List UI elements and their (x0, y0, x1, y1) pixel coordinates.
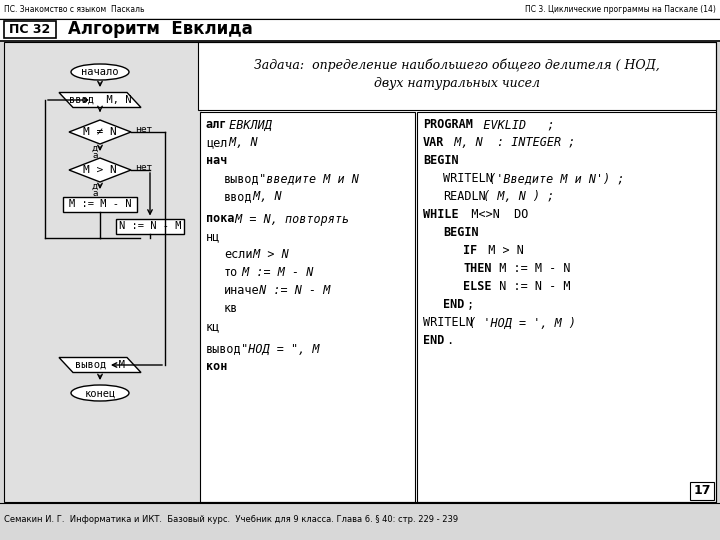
Text: N := N - M: N := N - M (485, 280, 570, 294)
FancyBboxPatch shape (4, 42, 202, 502)
FancyBboxPatch shape (63, 197, 137, 212)
Text: ввод: ввод (224, 191, 253, 204)
Text: вывод  М: вывод М (75, 360, 125, 370)
Text: BEGIN: BEGIN (423, 154, 459, 167)
Text: READLN: READLN (443, 191, 486, 204)
FancyBboxPatch shape (0, 19, 720, 40)
Text: PROGRAM: PROGRAM (423, 118, 473, 132)
Text: д: д (92, 181, 98, 191)
Text: М ≠ N: М ≠ N (83, 127, 117, 137)
Text: BEGIN: BEGIN (443, 226, 479, 240)
Text: N := N - M: N := N - M (119, 221, 181, 231)
Text: EVKLID   ;: EVKLID ; (462, 118, 554, 132)
Text: конец: конец (84, 388, 116, 398)
Text: если: если (224, 248, 253, 261)
Text: WRITELN: WRITELN (443, 172, 493, 186)
Text: THEN: THEN (463, 262, 492, 275)
Polygon shape (69, 120, 131, 144)
Text: д: д (92, 144, 98, 152)
Text: ( М, N ) ;: ( М, N ) ; (476, 191, 554, 204)
Text: двух натуральных чисел: двух натуральных чисел (374, 77, 540, 90)
Text: кон: кон (206, 361, 228, 374)
Text: М > N: М > N (474, 245, 524, 258)
Text: нач: нач (206, 154, 228, 167)
Polygon shape (59, 357, 141, 373)
Polygon shape (69, 158, 131, 182)
Text: вывод: вывод (224, 172, 260, 186)
Text: ПС. Знакомство с языком  Паскаль: ПС. Знакомство с языком Паскаль (4, 4, 145, 14)
Text: кв: кв (224, 302, 238, 315)
Text: М, N: М, N (246, 191, 282, 204)
Text: цел: цел (206, 137, 228, 150)
Text: WHILE: WHILE (423, 208, 459, 221)
Text: М := М - N: М := М - N (235, 267, 313, 280)
FancyBboxPatch shape (4, 42, 716, 502)
Text: "введите М и N: "введите М и N (251, 172, 359, 186)
Text: М, N  : INTEGER ;: М, N : INTEGER ; (439, 137, 575, 150)
Text: .: . (439, 334, 454, 348)
Text: ЕВКЛИД: ЕВКЛИД (222, 118, 272, 132)
Text: М > N: М > N (83, 165, 117, 175)
Text: М := M - N: М := M - N (68, 199, 131, 209)
Text: иначе: иначе (224, 285, 260, 298)
Text: END: END (423, 334, 444, 348)
FancyBboxPatch shape (4, 42, 716, 502)
Text: пока: пока (206, 213, 235, 226)
Text: ('Введите М и N') ;: ('Введите М и N') ; (482, 172, 624, 186)
Text: кц: кц (206, 321, 220, 334)
FancyBboxPatch shape (200, 112, 415, 502)
Text: ввод  М, N: ввод М, N (68, 95, 131, 105)
Text: а: а (92, 188, 98, 198)
Text: а: а (92, 151, 98, 159)
Ellipse shape (71, 385, 129, 401)
Polygon shape (59, 92, 141, 107)
FancyBboxPatch shape (198, 42, 716, 110)
Text: М = N, повторять: М = N, повторять (228, 213, 349, 226)
FancyBboxPatch shape (417, 112, 716, 502)
Text: Семакин И. Г.  Информатика и ИКТ.  Базовый курс.  Учебник для 9 класса. Глава 6.: Семакин И. Г. Информатика и ИКТ. Базовый… (4, 516, 458, 524)
Text: "НОД = ", М: "НОД = ", М (233, 342, 319, 355)
Text: IF: IF (463, 245, 477, 258)
Text: начало: начало (81, 67, 119, 77)
FancyBboxPatch shape (4, 21, 56, 38)
Ellipse shape (71, 64, 129, 80)
Text: END: END (443, 299, 464, 312)
Text: М := М - N: М := М - N (485, 262, 570, 275)
Text: 17: 17 (693, 484, 711, 497)
Text: ;: ; (459, 299, 474, 312)
FancyBboxPatch shape (0, 0, 720, 18)
Text: М<>N  DO: М<>N DO (451, 208, 529, 221)
Text: М > N: М > N (246, 248, 289, 261)
Text: нц: нц (206, 231, 220, 244)
Text: вывод: вывод (206, 342, 242, 355)
Text: М, N: М, N (222, 137, 258, 150)
Text: ( 'НОД = ', М ): ( 'НОД = ', М ) (462, 316, 575, 329)
FancyBboxPatch shape (116, 219, 184, 233)
Text: ПС 32: ПС 32 (9, 23, 50, 36)
Text: то: то (224, 267, 238, 280)
Text: VAR: VAR (423, 137, 444, 150)
Text: ПС 3. Циклические программы на Паскале (14): ПС 3. Циклические программы на Паскале (… (525, 4, 716, 14)
Text: нет: нет (135, 125, 152, 133)
Text: алг: алг (206, 118, 228, 132)
Text: N := N - M: N := N - M (251, 285, 330, 298)
Text: Алгоритм  Евклида: Алгоритм Евклида (68, 21, 253, 38)
Text: WRITELN: WRITELN (423, 316, 473, 329)
Text: ELSE: ELSE (463, 280, 492, 294)
Text: нет: нет (135, 163, 152, 172)
FancyBboxPatch shape (690, 482, 714, 500)
Text: Задача:  определение наибольшего общего делителя ( НОД,: Задача: определение наибольшего общего д… (254, 58, 660, 72)
